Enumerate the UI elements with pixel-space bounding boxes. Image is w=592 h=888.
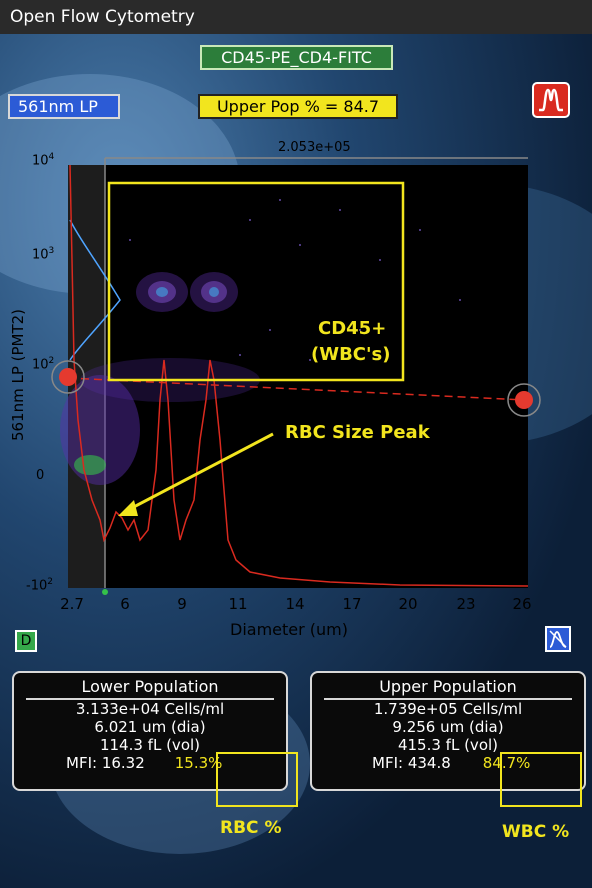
x-tick: 20 [398,595,418,613]
y-axis-label: 561nm LP (PMT2) [9,308,27,442]
rbc-percent-caption: RBC % [220,818,282,838]
scatter-cluster-left [136,272,188,312]
gate-annotation-line1: CD45+ [318,318,387,339]
threshold-handle-right[interactable] [508,384,540,416]
gate-name-badge[interactable]: CD45-PE_CD4-FITC [200,45,393,70]
x-tick: 9 [177,595,187,613]
lower-dia: 6.021 um (dia) [94,718,206,736]
y-tick-1e4: 104 [32,152,55,169]
wbc-percent-caption: WBC % [502,822,570,842]
upper-panel-title: Upper Population [324,677,572,700]
upper-pop-text: Upper Pop % = 84.7 [216,97,380,116]
x-tick: 14 [285,595,305,613]
channel-text: 561nm LP [18,97,98,116]
gate-annotation-line2: (WBC's) [311,344,391,365]
lower-mfi: MFI: 16.32 15.3% [66,754,223,772]
threshold-handle-left[interactable] [52,361,84,393]
x-tick: 23 [456,595,476,613]
channel-badge[interactable]: 561nm LP [8,94,120,119]
rbc-peak-annotation: RBC Size Peak [285,422,430,443]
y-tick-1e2: 102 [32,356,55,373]
upper-dia: 9.256 um (dia) [392,718,504,736]
rbc-percent-highlight [216,752,298,807]
upper-cells: 1.739e+05 Cells/ml [373,700,523,718]
upper-population-panel: Upper Population 1.739e+05 Cells/ml 9.25… [310,671,586,791]
lower-population-panel: Lower Population 3.133e+04 Cells/ml 6.02… [12,671,288,791]
x-tick: 17 [342,595,362,613]
scatter-plot-area[interactable] [68,165,528,588]
y-tick-1e3: 103 [32,246,55,263]
upper-mfi: MFI: 434.8 84.7% [372,754,531,772]
scatter-low-band [60,358,260,485]
cd45-gate-rectangle [107,181,405,382]
upper-pop-badge: Upper Pop % = 84.7 [198,94,398,119]
lower-vol: 114.3 fL (vol) [99,736,201,754]
d-button[interactable]: D [15,630,37,652]
x-tick: 11 [228,595,248,613]
upper-vol: 415.3 fL (vol) [397,736,499,754]
x-axis-label: Diameter (um) [230,620,348,639]
x-tick: 6 [120,595,130,613]
x-tick: 2.7 [60,595,84,613]
scatter-cluster-right [190,272,238,312]
histogram-mode-icon[interactable] [545,626,571,652]
window-title: Open Flow Cytometry [0,0,592,34]
lower-percent: 15.3% [174,754,223,772]
gate-name-text: CD45-PE_CD4-FITC [221,48,372,67]
histogram-toggle-icon[interactable] [532,82,570,118]
y-tick-0: 0 [36,468,45,483]
y-tick-neg-1e2: -102 [26,577,53,594]
x-tick: 26 [512,595,532,613]
upper-percent: 84.7% [482,754,531,772]
lower-cells: 3.133e+04 Cells/ml [75,700,225,718]
gate-boundary-value: 2.053e+05 [278,140,351,155]
wbc-percent-highlight [500,752,582,807]
lower-panel-title: Lower Population [26,677,274,700]
size-histogram-trace [69,164,529,587]
